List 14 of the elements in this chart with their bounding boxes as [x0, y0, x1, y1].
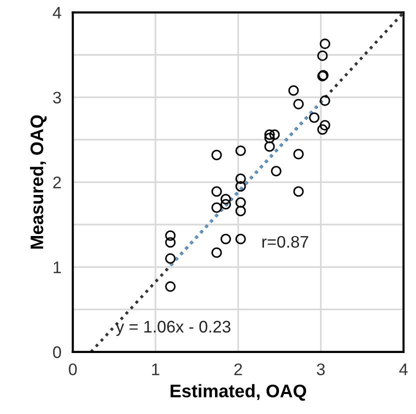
- y-tick-label: 2: [53, 176, 61, 188]
- x-tick-label: 2: [234, 363, 242, 376]
- x-axis-title: Estimated, OAQ: [170, 384, 306, 401]
- y-axis-title: Measured, OAQ: [30, 115, 47, 249]
- x-tick-label: 4: [399, 364, 408, 376]
- y-tick-label: 4: [52, 6, 62, 18]
- annotation: r=0.87: [262, 236, 308, 248]
- x-tick-label: 1: [152, 364, 160, 376]
- x-tick-label: 0: [68, 363, 77, 376]
- y-tick-label: 3: [53, 92, 61, 104]
- y-tick-label: 0: [53, 346, 62, 358]
- annotation: y = 1.06x - 0.23: [116, 320, 230, 336]
- y-tick-label: 1: [54, 262, 61, 274]
- x-tick-label: 3: [316, 363, 325, 376]
